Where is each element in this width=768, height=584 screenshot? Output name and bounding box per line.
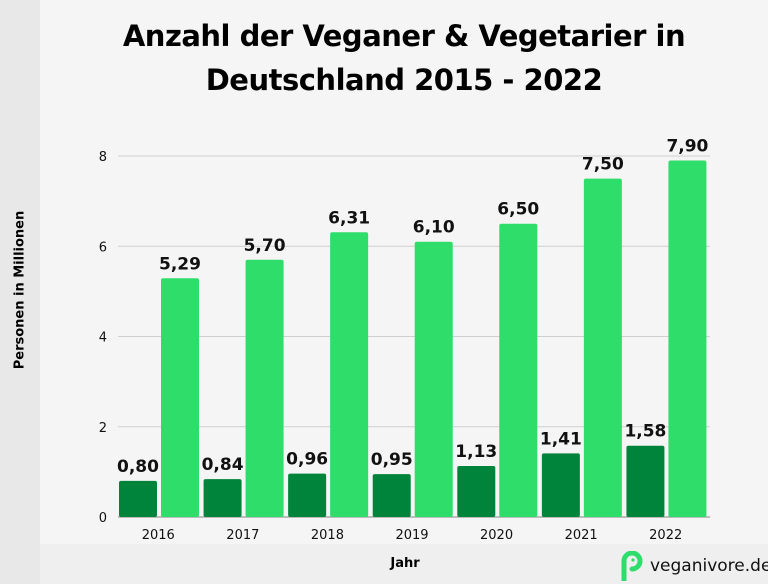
x-tick-label: 2018 (311, 528, 344, 543)
bar-2021-vegan (541, 453, 580, 517)
data-label: 5,29 (159, 254, 201, 274)
bar-2021-vegetarian (583, 178, 622, 517)
bar-2019-vegan (372, 474, 411, 517)
x-tick-label: 2019 (395, 528, 428, 543)
bar-2017-vegan (203, 479, 242, 517)
bar-2018-vegetarian (330, 232, 369, 518)
bar-2020-vegetarian (499, 223, 538, 517)
data-label: 0,84 (202, 455, 244, 475)
data-label: 1,13 (455, 442, 497, 462)
data-label: 6,10 (413, 218, 455, 238)
bar-2022-vegetarian (668, 160, 707, 517)
x-tick-label: 2016 (142, 528, 175, 543)
logo-text: veganivore.de (650, 556, 768, 576)
y-tick-label: 8 (99, 150, 107, 165)
x-axis-label: Jahr (390, 556, 420, 571)
bar-2017-vegetarian (245, 259, 284, 517)
chart-title: Anzahl der Veganer & Vegetarier in Deuts… (122, 19, 686, 97)
bar-2016-vegetarian (161, 278, 199, 517)
data-label: 1,41 (540, 429, 582, 449)
data-label: 0,80 (117, 457, 159, 477)
logo: veganivore.de (620, 551, 768, 581)
data-label: 5,70 (244, 236, 286, 256)
bar-2022-vegan (626, 445, 665, 517)
bar-2016-vegan (119, 480, 157, 517)
data-label: 1,58 (624, 422, 666, 442)
y-tick-label: 6 (99, 240, 107, 255)
x-tick-label: 2017 (226, 528, 259, 543)
data-label: 0,95 (371, 450, 413, 470)
data-label: 0,96 (286, 450, 328, 470)
y-tick-label: 2 (99, 421, 107, 436)
data-label: 7,50 (582, 155, 624, 175)
bottom-strip (40, 544, 768, 584)
data-label: 7,90 (666, 137, 708, 157)
y-tick-label: 4 (99, 331, 107, 346)
left-strip (0, 0, 40, 584)
veganivore-logo-icon (621, 551, 643, 581)
y-tick-label: 0 (99, 511, 107, 526)
bar-2020-vegan (457, 466, 496, 517)
data-label: 6,31 (328, 208, 370, 228)
bar-2018-vegan (288, 473, 327, 517)
x-tick-label: 2020 (480, 528, 513, 543)
bar-2019-vegetarian (414, 241, 453, 518)
data-label: 6,50 (497, 200, 539, 220)
x-tick-label: 2022 (649, 528, 682, 543)
x-tick-label: 2021 (565, 528, 598, 543)
